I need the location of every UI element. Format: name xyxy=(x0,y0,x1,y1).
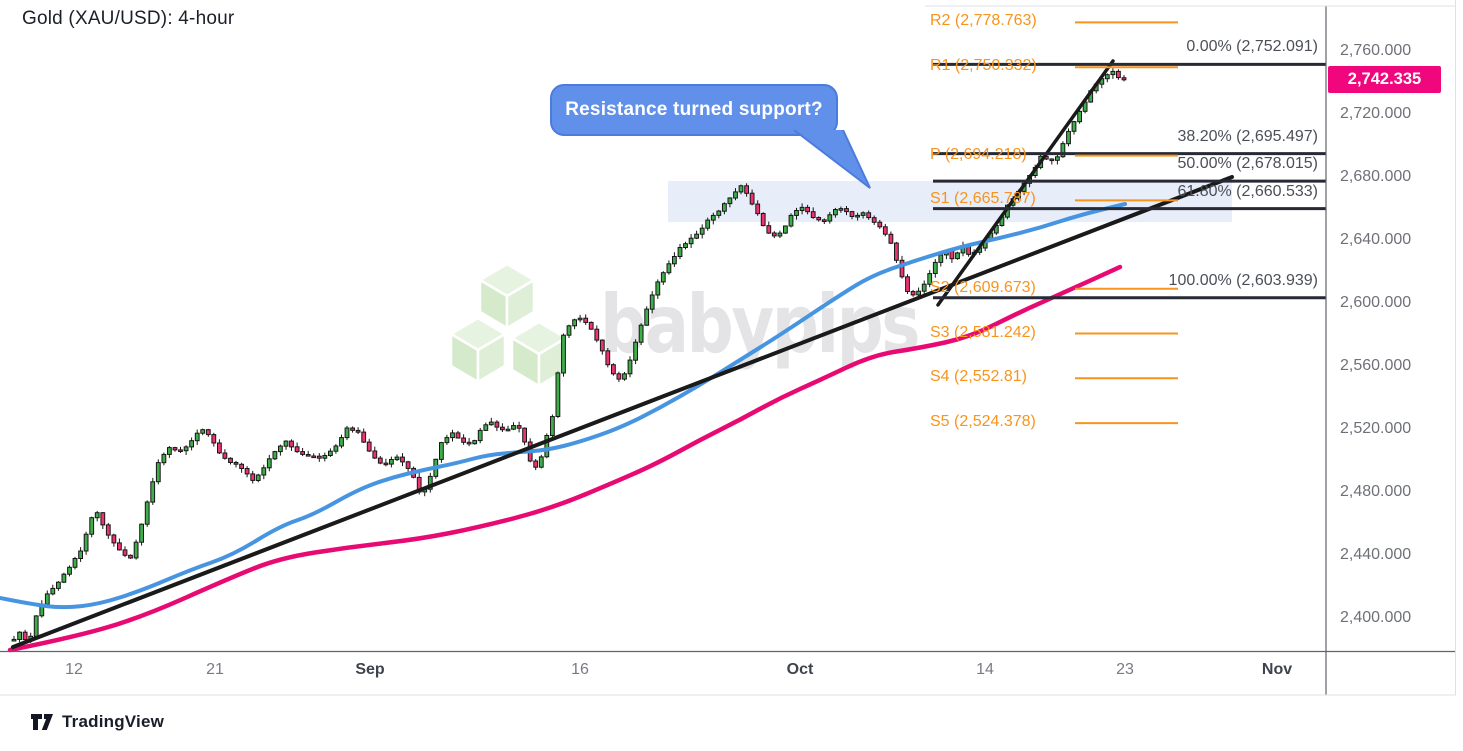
tradingview-icon xyxy=(31,714,53,730)
ma-fast-line xyxy=(0,202,1127,610)
chart-title: Gold (XAU/USD): 4-hour xyxy=(22,8,235,29)
pivot-lines-layer xyxy=(1075,21,1178,425)
callout-tail xyxy=(793,130,871,189)
tradingview-logo[interactable]: TradingView xyxy=(30,710,164,734)
watermark-text: babypips xyxy=(600,278,918,371)
tradingview-label: TradingView xyxy=(62,712,165,731)
callout-bubble[interactable]: Resistance turned support? xyxy=(550,84,838,136)
last-price-tag: 2,742.335 xyxy=(1328,66,1441,94)
babypips-cubes-icon xyxy=(448,262,569,389)
trendlines-layer xyxy=(11,59,1234,649)
fib-lines-layer xyxy=(933,62,1326,300)
ma-slow-line xyxy=(7,264,1123,653)
callout-text: Resistance turned support? xyxy=(565,99,823,120)
axis-borders xyxy=(0,0,1456,696)
